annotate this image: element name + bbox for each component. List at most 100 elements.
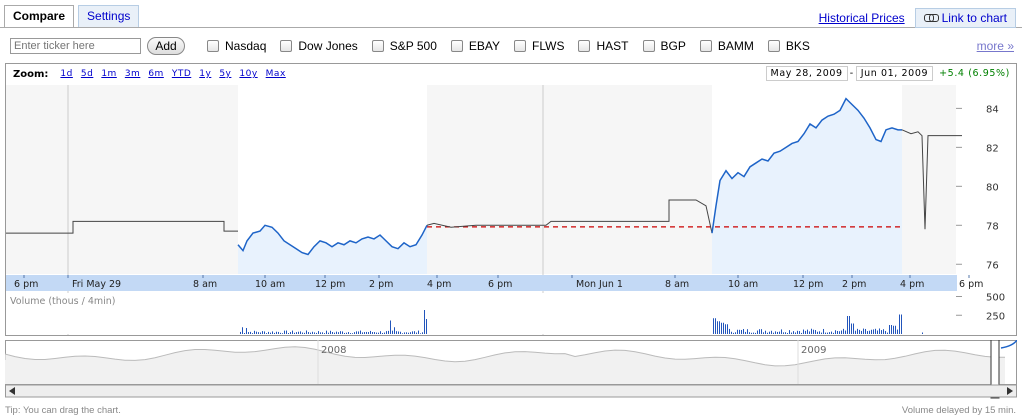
range-start[interactable]: May 28, 2009: [765, 66, 848, 81]
volume-bar: [408, 332, 409, 334]
compare-checkbox-nasdaq[interactable]: Nasdaq: [207, 39, 266, 53]
volume-bar: [390, 320, 391, 334]
volume-bar: [875, 328, 876, 334]
volume-bar: [779, 331, 780, 334]
compare-checkbox-s-p-500[interactable]: S&P 500: [371, 39, 437, 53]
volume-bar: [380, 331, 381, 334]
volume-bar: [386, 331, 387, 334]
ticker-input[interactable]: [10, 38, 141, 54]
volume-bar: [280, 332, 281, 334]
volume-bar: [731, 331, 732, 334]
volume-bar: [809, 331, 810, 334]
price-chart[interactable]: 76 78 80 82 84 6 pm Fri May 29 8 am 10 am 12 pm 2 …: [6, 64, 1016, 335]
zoom-1y[interactable]: 1y: [199, 69, 212, 79]
volume-bar: [322, 332, 323, 334]
checkbox-box[interactable]: [767, 40, 780, 52]
price-series-after-hours: [901, 129, 962, 230]
link-icon: [923, 14, 939, 22]
price-series-after-hours: [6, 220, 238, 234]
zoom-1m[interactable]: 1m: [101, 69, 117, 79]
volume-bar: [785, 332, 786, 334]
add-button[interactable]: Add: [147, 37, 185, 55]
volume-bar: [262, 331, 263, 334]
more-link[interactable]: more »: [976, 39, 1014, 53]
volume-bar: [871, 329, 872, 334]
checkbox-box[interactable]: [642, 40, 655, 52]
compare-checkbox-bks[interactable]: BKS: [767, 39, 810, 53]
volume-bar: [274, 332, 275, 334]
volume-bar: [384, 332, 385, 334]
zoom-5y[interactable]: 5y: [219, 69, 232, 79]
checkbox-box[interactable]: [371, 40, 384, 52]
after-hours-shade: [427, 85, 712, 274]
zoom-max[interactable]: Max: [265, 69, 286, 79]
volume-bar: [414, 331, 415, 334]
volume-bar: [841, 330, 842, 334]
zoom-10y[interactable]: 10y: [239, 69, 258, 79]
volume-bar: [783, 332, 784, 334]
zoom-1d[interactable]: 1d: [60, 69, 73, 79]
zoom-ytd[interactable]: YTD: [171, 69, 192, 79]
volume-bar: [418, 330, 419, 334]
volume-bar: [356, 331, 357, 334]
volume-bar: [318, 331, 319, 334]
volume-bar: [831, 331, 832, 334]
volume-bar: [364, 332, 365, 334]
scrollbar-track[interactable]: [5, 384, 1017, 398]
checkbox-box[interactable]: [280, 40, 293, 52]
checkbox-label: BAMM: [717, 39, 754, 53]
volume-bar: [398, 331, 399, 334]
zoom-6m[interactable]: 6m: [148, 69, 164, 79]
zoom-options: 1d 5d 1m 3m 6m YTD 1y 5y 10y Max: [48, 69, 285, 79]
volume-bar: [396, 331, 397, 334]
volume-bar: [316, 332, 317, 334]
volume-bar: [366, 331, 367, 334]
volume-bar: [791, 332, 792, 334]
checkbox-box[interactable]: [578, 40, 591, 52]
tab-compare[interactable]: Compare: [4, 5, 75, 28]
zoom-5d[interactable]: 5d: [80, 69, 94, 79]
chart-frame[interactable]: Zoom: 1d 5d 1m 3m 6m YTD 1y 5y 10y Max May 28, 20…: [5, 63, 1017, 336]
zoom-bar: Zoom: 1d 5d 1m 3m 6m YTD 1y 5y 10y Max: [6, 64, 1016, 84]
navigator[interactable]: 2008 2009: [5, 340, 1017, 400]
range-end[interactable]: Jun 01, 2009: [855, 66, 934, 81]
volume-bar: [420, 333, 421, 334]
price-series-regular: [711, 97, 902, 234]
volume-bar: [733, 332, 734, 334]
volume-bar: [837, 330, 838, 334]
compare-checkbox-dow-jones[interactable]: Dow Jones: [280, 39, 358, 53]
compare-checkbox-bgp[interactable]: BGP: [642, 39, 686, 53]
checkbox-label: BKS: [785, 39, 810, 53]
volume-bar: [422, 332, 423, 334]
zoom-3m[interactable]: 3m: [124, 69, 141, 79]
volume-bar: [819, 331, 820, 334]
link-to-chart-button[interactable]: Link to chart: [914, 8, 1016, 28]
link-to-chart-label: Link to chart: [941, 11, 1007, 25]
volume-area: [6, 293, 1016, 334]
compare-checkbox-hast[interactable]: HAST: [578, 39, 629, 53]
volume-bar: [827, 332, 828, 334]
compare-checkbox-flws[interactable]: FLWS: [514, 39, 564, 53]
volume-bar: [889, 325, 890, 334]
volume-bar: [314, 332, 315, 334]
volume-bar: [757, 330, 758, 334]
navigator-handle[interactable]: [990, 340, 1000, 399]
scroll-right-icon[interactable]: [1007, 387, 1013, 395]
historical-prices-link[interactable]: Historical Prices: [818, 11, 905, 25]
volume-bar: [416, 332, 417, 334]
tab-settings[interactable]: Settings: [78, 5, 140, 27]
x-tick-label: 8 am: [193, 279, 217, 290]
volume-bar: [749, 332, 750, 334]
volume-bar: [737, 329, 738, 334]
checkbox-box[interactable]: [207, 40, 219, 52]
volume-bar: [895, 325, 896, 334]
volume-bar: [308, 332, 309, 334]
compare-checkbox-bamm[interactable]: BAMM: [699, 39, 754, 53]
checkbox-box[interactable]: [514, 40, 527, 52]
scroll-left-icon[interactable]: [9, 387, 15, 395]
navigator-fill: [5, 346, 1005, 384]
checkbox-box[interactable]: [450, 40, 463, 52]
checkbox-box[interactable]: [699, 40, 712, 52]
volume-bar: [715, 318, 716, 334]
compare-checkbox-ebay[interactable]: EBAY: [450, 39, 500, 53]
